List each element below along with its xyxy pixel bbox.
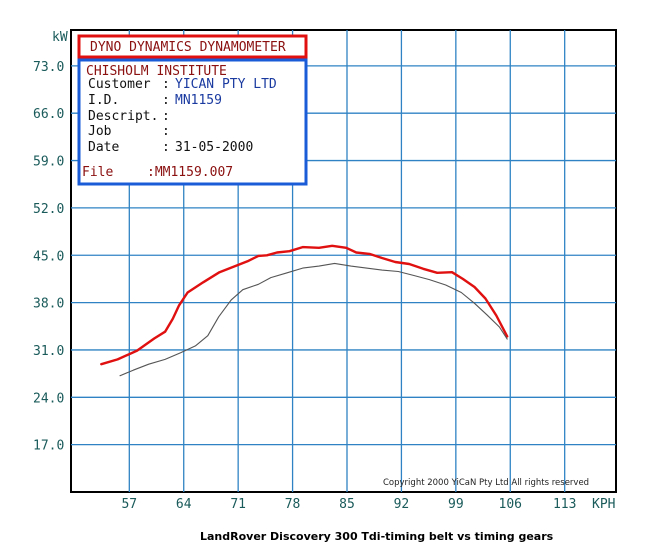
job-label: Job [88,124,112,139]
date-label: Date [88,140,119,155]
y-tick-label: 59.0 [33,155,64,170]
x-tick-labels: 57 64 71 78 85 92 99 106 113 [121,497,576,512]
id-label: I.D. [88,93,119,108]
id-sep: : [162,93,170,108]
descript-sep: : [162,109,170,124]
id-value: MN1159 [175,93,222,108]
x-tick-label: 92 [394,497,410,512]
y-tick-label: 52.0 [33,202,64,217]
chart-caption: LandRover Discovery 300 Tdi-timing belt … [200,530,554,543]
series-line-grey [119,262,508,377]
series-layer [100,244,509,377]
date-value: 31-05-2000 [175,140,253,155]
file-value: :MM1159.007 [147,165,233,180]
file-label: File [82,165,113,180]
x-tick-label: 71 [230,497,246,512]
y-tick-labels: 73.0 66.0 59.0 52.0 45.0 38.0 31.0 24.0 17.0 [33,60,64,454]
y-tick-label: 38.0 [33,297,64,312]
info-box [77,58,308,186]
title-box [77,34,308,59]
copyright-notice: Copyright 2000 YiCaN Pty Ltd All rights … [383,478,589,488]
x-tick-label: 64 [176,497,192,512]
institute-name: CHISHOLM INSTITUTE [86,64,227,79]
descript-label: Descript. [88,109,158,124]
y-tick-label: 31.0 [33,344,64,359]
date-sep: : [162,140,170,155]
customer-sep: : [162,77,170,92]
customer-value: YICAN PTY LTD [175,77,277,92]
y-unit-label: kW [52,30,68,45]
dyno-title: DYNO DYNAMICS DYNAMOMETER [90,40,286,55]
x-tick-label: 57 [121,497,137,512]
y-tick-label: 66.0 [33,107,64,122]
y-tick-label: 73.0 [33,60,64,75]
customer-label: Customer [88,77,151,92]
job-sep: : [162,124,170,139]
x-tick-label: 106 [499,497,522,512]
y-tick-label: 17.0 [33,439,64,454]
x-unit-label: KPH [592,497,615,512]
y-tick-label: 45.0 [33,249,64,264]
x-tick-label: 113 [553,497,576,512]
x-tick-label: 99 [448,497,464,512]
x-tick-label: 85 [339,497,355,512]
x-tick-label: 78 [285,497,301,512]
y-tick-label: 24.0 [33,391,64,406]
series-line-red [100,244,509,366]
